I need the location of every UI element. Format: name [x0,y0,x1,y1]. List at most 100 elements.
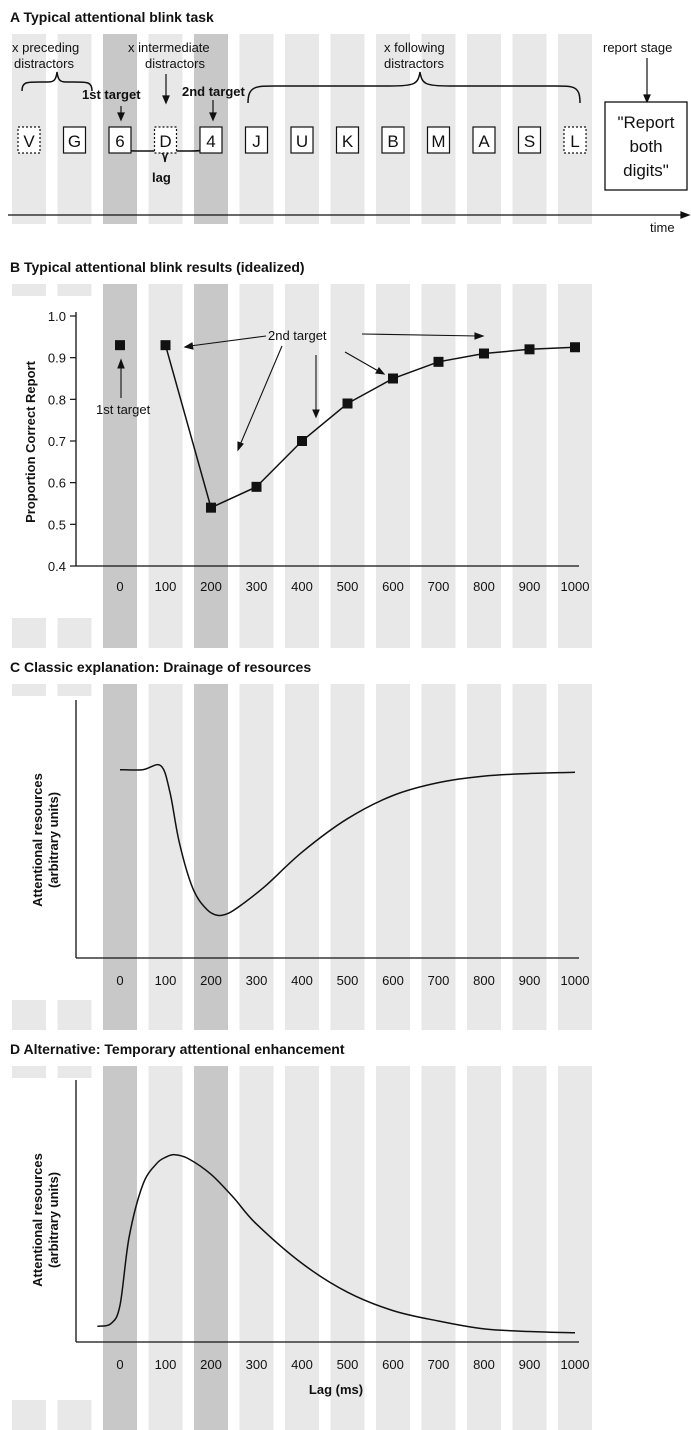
stimulus-letter: L [570,132,579,151]
second-target-point [388,373,398,384]
stripe-segment [467,684,501,1030]
panel-b-results: B Typical attentional blink results (ide… [10,259,589,594]
stimulus-box [108,126,132,154]
panel-c-ylabel-line2: (arbitrary units) [46,792,61,888]
stimulus-box [290,126,314,154]
y-tick-label: 0.5 [48,517,66,532]
stripe-segment [285,684,319,1030]
panel-b-axes [75,312,579,567]
stripe-segment [57,1066,92,1078]
intermediate-label-line1: x intermediate [128,40,210,55]
panel-d-axes [75,1080,579,1343]
stripe-segment [12,284,46,296]
stripe-segment [12,684,46,696]
stimulus-box [153,126,178,154]
time-label: time [650,220,675,235]
stripe-segment [194,1066,228,1430]
x-tick-label: 300 [246,579,268,594]
x-tick-label: 900 [519,1357,541,1372]
panel-b-annotation-arrows [117,332,485,452]
preceding-brace [21,71,93,92]
second-target-annotation: 2nd target [268,328,327,343]
x-tick-label: 100 [155,579,177,594]
stripe-segment [57,284,92,296]
stripe-segment [330,1066,365,1430]
panel-d-ylabel-line1: Attentional resources [30,1153,45,1287]
panel-d-ylabel-line2: (arbitrary units) [46,1172,61,1268]
x-tick-label: 800 [473,1357,495,1372]
x-tick-label: 100 [155,973,177,988]
panel-d-enhancement: D Alternative: Temporary attentional enh… [10,1041,589,1397]
stripe-segment [512,684,547,1030]
second-target-point [206,502,216,513]
stimulus-letter: 6 [115,132,124,151]
x-tick-label: 600 [382,1357,404,1372]
report-box-line2: both [629,137,662,156]
stripe-segment [239,684,274,1030]
x-tick-label: 400 [291,973,313,988]
panel-b-ylabel: Proportion Correct Report [23,360,38,522]
x-tick-label: 0 [116,973,123,988]
panel-b-heading: B Typical attentional blink results (ide… [10,259,305,275]
panel-c-resource-curve [119,763,576,917]
stimulus-box [17,126,41,154]
report-box [604,101,688,191]
stimulus-letter: S [524,132,535,151]
second-target-point [297,436,307,446]
stripe-segment [103,1066,137,1430]
stripe-segment [376,1066,410,1430]
x-tick-label: 600 [382,579,404,594]
panel-d-tick-labels: 0 100 200 300 400 500 600 700 800 900 1000 [116,1357,589,1372]
first-target-annotation: 1st target [96,402,151,417]
x-tick-label: 900 [519,579,541,594]
stripe-segment [239,1066,274,1430]
stimulus-letter: U [296,132,308,151]
second-target-point [342,398,353,409]
second-target-point [251,481,262,492]
second-target-point [524,344,535,355]
x-tick-label: 400 [291,1357,313,1372]
stimulus-letter: V [23,132,35,151]
stripe-segment [330,284,365,648]
x-tick-label: 900 [519,973,541,988]
panel-c-drainage: C Classic explanation: Drainage of resou… [10,659,589,988]
panel-b-tick-labels: 0.4 0.5 0.6 0.7 0.8 0.9 1.0 0 100 200 300 400 500 600… [48,309,590,594]
stimulus-letter: M [431,132,445,151]
panel-a-heading: A Typical attentional blink task [10,9,214,25]
y-tick-label: 1.0 [48,309,66,324]
x-tick-label: 800 [473,579,495,594]
stripe-segment [239,284,274,648]
preceding-label-line1: x preceding [12,40,79,55]
panel-c-tick-labels: 0 100 200 300 400 500 600 700 800 900 1000 [116,973,589,988]
stimulus-box [472,126,496,154]
stripe-segment [12,1000,46,1030]
stripe-segment [57,1000,92,1030]
stripe-segment [57,1400,92,1430]
stimulus-letter: 4 [206,132,215,151]
stripe-segment [12,1066,46,1078]
panel-b-points [115,340,580,513]
stripe-segment [194,684,228,1030]
second-target-point [433,356,444,367]
panel-d-xlabel: Lag (ms) [309,1382,363,1397]
stimulus-letter: G [68,132,81,151]
x-tick-label: 500 [337,579,359,594]
y-tick-label: 0.6 [48,476,66,491]
x-tick-label: 200 [200,973,222,988]
x-tick-label: 400 [291,579,313,594]
x-tick-label: 200 [200,579,222,594]
stimulus-box [517,126,542,154]
report-stage-label: report stage [603,40,672,55]
x-tick-label: 600 [382,973,404,988]
x-tick-label: 1000 [561,1357,590,1372]
x-tick-label: 1000 [561,579,590,594]
second-target-point [570,342,580,353]
x-tick-label: 700 [428,579,450,594]
stripe-segment [12,618,46,648]
x-tick-label: 0 [116,579,123,594]
x-tick-label: 800 [473,973,495,988]
y-tick-label: 0.4 [48,559,66,574]
stimulus-letter: D [159,132,171,151]
y-tick-label: 0.8 [48,392,66,407]
panel-d-enhancement-curve [97,1153,576,1334]
